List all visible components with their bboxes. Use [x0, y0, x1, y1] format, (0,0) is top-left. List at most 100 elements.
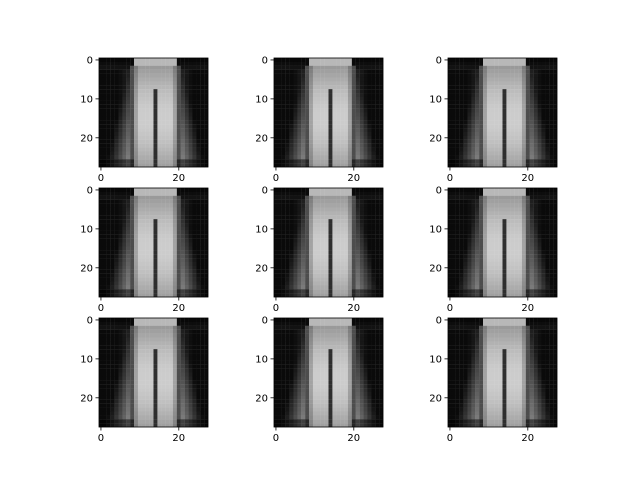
pixel-cell	[525, 246, 530, 251]
pixel-cell	[549, 112, 554, 117]
pixel-cell	[471, 250, 476, 255]
pixel-cell	[371, 135, 376, 140]
pixel-cell	[134, 269, 139, 274]
pixel-cell	[367, 151, 372, 156]
pixel-cell	[281, 93, 286, 98]
pixel-cell	[479, 85, 484, 90]
pixel-cell	[533, 223, 538, 228]
pixel-cell	[347, 108, 353, 113]
pixel-cell	[316, 269, 321, 274]
pixel-cell	[114, 155, 119, 160]
pixel-cell	[479, 89, 484, 94]
pixel-cell	[502, 120, 507, 125]
pixel-cell	[320, 104, 325, 109]
pixel-cell	[521, 116, 527, 121]
pixel-cell	[180, 318, 185, 323]
pixel-cell	[99, 100, 104, 105]
pixel-cell	[541, 207, 546, 212]
pixel-cell	[367, 108, 372, 113]
pixel-cell	[184, 159, 189, 164]
pixel-cell	[114, 112, 119, 117]
pixel-cell	[118, 250, 123, 255]
pixel-cell	[161, 139, 166, 144]
pixel-cell	[332, 143, 337, 148]
pixel-cell	[490, 116, 495, 121]
pixel-cell	[297, 246, 302, 251]
pixel-cell	[332, 265, 337, 270]
pixel-cell	[359, 131, 364, 137]
pixel-cell	[289, 242, 294, 247]
pixel-cell	[149, 199, 154, 204]
pixel-cell	[494, 250, 499, 255]
pixel-cell	[494, 65, 499, 70]
pixel-cell	[363, 100, 368, 105]
pixel-cell	[118, 163, 123, 168]
pixel-cell	[274, 61, 279, 66]
pixel-cell	[172, 203, 178, 208]
pixel-cell	[145, 61, 150, 66]
pixel-cell	[293, 254, 298, 259]
pixel-cell	[301, 285, 306, 290]
pixel-cell	[161, 96, 166, 101]
pixel-cell	[506, 219, 511, 224]
pixel-cell	[102, 285, 107, 290]
pixel-cell	[324, 258, 329, 263]
pixel-cell	[355, 195, 360, 200]
pixel-cell	[293, 124, 298, 129]
pixel-cell	[541, 234, 546, 239]
pixel-cell	[344, 108, 349, 113]
pixel-cell	[153, 139, 158, 144]
pixel-cell	[471, 77, 476, 82]
pixel-cell	[114, 293, 119, 298]
x-tick-label: 0	[98, 303, 104, 314]
pixel-cell	[126, 155, 131, 160]
pixel-cell	[153, 191, 158, 196]
pixel-cell	[305, 69, 310, 74]
pixel-cell	[118, 69, 123, 74]
pixel-cell	[130, 211, 135, 216]
pixel-cell	[118, 258, 123, 263]
pixel-cell	[347, 238, 353, 243]
pixel-cell	[324, 269, 329, 274]
pixel-cell	[141, 58, 146, 63]
pixel-cell	[367, 58, 372, 63]
pixel-cell	[137, 69, 142, 74]
pixel-cell	[200, 254, 205, 259]
pixel-cell	[463, 242, 468, 247]
pixel-cell	[324, 265, 329, 270]
pixel-cell	[145, 242, 150, 247]
pixel-cell	[537, 143, 542, 148]
pixel-cell	[502, 89, 507, 94]
pixel-cell	[521, 69, 527, 74]
pixel-cell	[312, 116, 317, 121]
pixel-cell	[549, 226, 554, 231]
pixel-cell	[328, 73, 333, 78]
pixel-cell	[332, 223, 337, 228]
pixel-cell	[204, 223, 209, 228]
pixel-cell	[506, 265, 511, 270]
pixel-cell	[281, 254, 286, 259]
pixel-cell	[141, 226, 146, 231]
pixel-cell	[180, 81, 185, 86]
pixel-cell	[157, 246, 162, 251]
pixel-cell	[459, 250, 464, 255]
pixel-cell	[316, 128, 321, 133]
pixel-cell	[309, 100, 314, 105]
pixel-cell	[514, 188, 519, 193]
pixel-cell	[301, 108, 306, 113]
pixel-cell	[344, 215, 349, 220]
pixel-cell	[328, 147, 333, 152]
pixel-cell	[126, 321, 131, 326]
pixel-cell	[316, 207, 321, 212]
pixel-cell	[549, 234, 554, 239]
pixel-cell	[363, 223, 368, 228]
pixel-cell	[106, 96, 111, 101]
y-tick-label: 20	[80, 133, 93, 144]
pixel-cell	[541, 269, 546, 274]
pixel-cell	[106, 238, 111, 243]
pixel-cell	[172, 234, 178, 239]
pixel-cell	[192, 108, 197, 113]
pixel-cell	[518, 128, 523, 133]
pixel-cell	[165, 195, 170, 200]
pixel-cell	[375, 223, 380, 228]
